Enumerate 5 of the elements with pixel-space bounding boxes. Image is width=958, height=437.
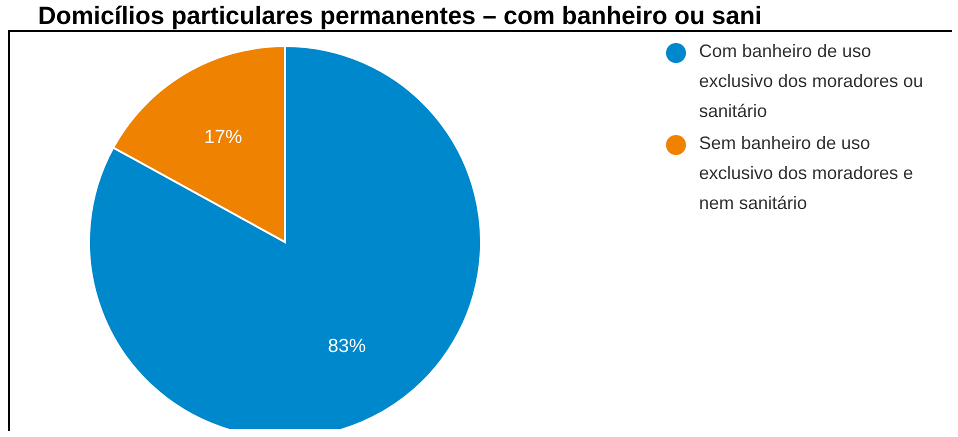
chart-title: Domicílios particulares permanentes – com banheiro ou sani — [38, 2, 762, 31]
legend-label: Com banheiro de uso exclusivo dos moradores ou sanitário — [699, 40, 924, 123]
data-label: 83% — [328, 336, 366, 358]
legend-label: Sem banheiro de uso exclusivo dos moradores e nem sanitário — [699, 132, 914, 215]
data-label: 17% — [204, 126, 242, 148]
